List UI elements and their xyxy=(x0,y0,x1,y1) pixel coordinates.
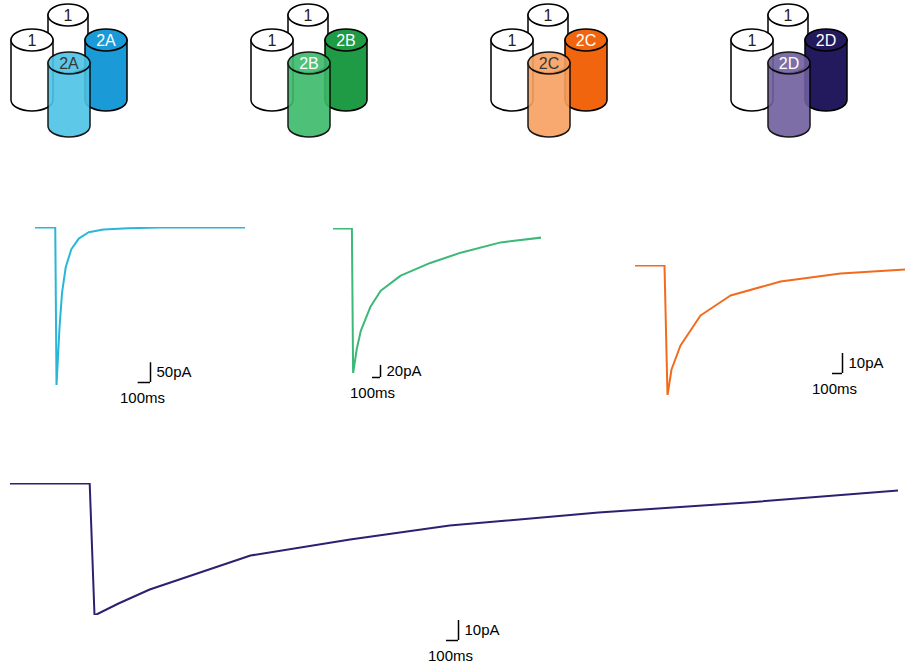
svg-text:10pA: 10pA xyxy=(849,354,884,371)
svg-text:2A: 2A xyxy=(59,55,79,72)
svg-text:1: 1 xyxy=(508,32,517,49)
svg-text:2C: 2C xyxy=(576,32,596,49)
svg-text:100ms: 100ms xyxy=(428,647,473,664)
svg-text:2A: 2A xyxy=(96,32,116,49)
svg-text:20pA: 20pA xyxy=(387,362,422,379)
svg-text:2D: 2D xyxy=(816,32,836,49)
svg-text:2D: 2D xyxy=(779,55,799,72)
svg-text:1: 1 xyxy=(304,7,313,24)
svg-text:10pA: 10pA xyxy=(465,621,500,638)
svg-text:100ms: 100ms xyxy=(350,384,395,401)
svg-text:1: 1 xyxy=(268,32,277,49)
svg-text:1: 1 xyxy=(64,7,73,24)
svg-text:2B: 2B xyxy=(336,32,356,49)
svg-text:100ms: 100ms xyxy=(120,389,165,406)
svg-text:100ms: 100ms xyxy=(812,380,857,397)
svg-text:1: 1 xyxy=(28,32,37,49)
svg-text:2B: 2B xyxy=(299,55,319,72)
svg-text:50pA: 50pA xyxy=(157,363,192,380)
svg-text:1: 1 xyxy=(544,7,553,24)
svg-text:1: 1 xyxy=(784,7,793,24)
svg-text:2C: 2C xyxy=(539,55,559,72)
svg-text:1: 1 xyxy=(748,32,757,49)
